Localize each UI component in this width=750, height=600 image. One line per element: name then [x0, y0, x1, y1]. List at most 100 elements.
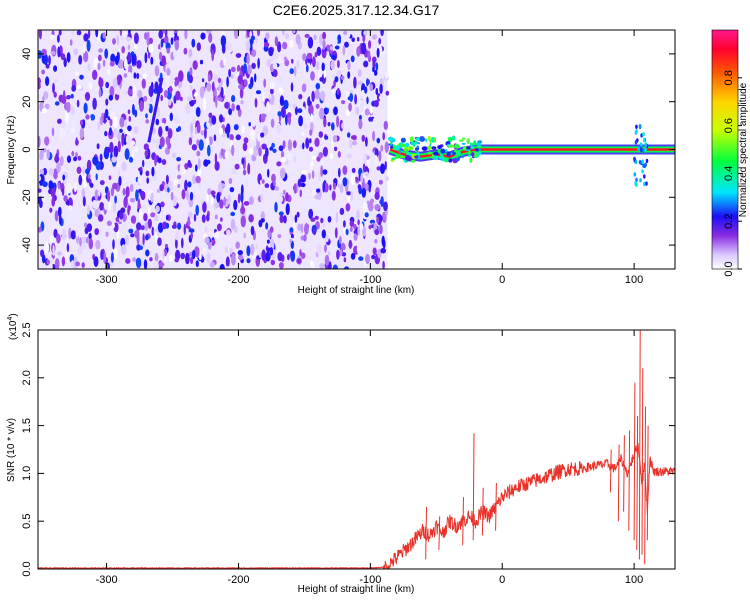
- y-tick-label: 2.0: [21, 370, 33, 385]
- heatmap-cell: [102, 59, 106, 67]
- heatmap-cell: [400, 137, 406, 143]
- heatmap-cell: [361, 187, 367, 198]
- x-tick-label: -100: [359, 274, 381, 286]
- spectrogram-y-axis-title: Frequency (Hz): [6, 116, 17, 185]
- heatmap-cell: [271, 142, 275, 148]
- heatmap-cell: [362, 35, 366, 43]
- heatmap-cell: [281, 30, 285, 36]
- snr-y-axis-title: SNR (10 * v/v): [6, 418, 17, 482]
- heatmap-cell: [374, 229, 380, 236]
- heatmap-cell: [398, 148, 401, 155]
- heatmap-cell: [243, 137, 249, 144]
- heatmap-cell: [229, 134, 234, 141]
- heatmap-cell: [380, 196, 384, 208]
- heatmap-cell: [342, 45, 346, 56]
- heatmap-cell: [336, 69, 342, 78]
- heatmap-cell: [634, 130, 638, 135]
- heatmap-cell: [71, 150, 75, 157]
- heatmap-cell: [115, 216, 120, 222]
- heatmap-cell: [321, 62, 325, 72]
- heatmap-cell: [276, 123, 282, 134]
- heatmap-cell: [97, 62, 101, 71]
- heatmap-cell: [61, 95, 67, 104]
- heatmap-cell: [639, 142, 643, 147]
- heatmap-cell: [385, 176, 390, 182]
- heatmap-cell: [334, 227, 338, 239]
- heatmap-cell: [233, 30, 239, 39]
- heatmap-cell: [231, 95, 236, 103]
- heatmap-cell: [371, 254, 376, 260]
- heatmap-cell: [160, 201, 165, 208]
- heatmap-cell: [308, 208, 314, 220]
- heatmap-cell: [268, 47, 274, 57]
- heatmap-cell: [255, 243, 258, 250]
- heatmap-cell: [324, 254, 330, 266]
- heatmap-cell: [105, 231, 109, 237]
- heatmap-cell: [87, 173, 91, 179]
- heatmap-cell: [346, 153, 352, 159]
- heatmap-cell: [414, 155, 419, 159]
- heatmap-cell: [177, 126, 182, 132]
- heatmap-cell: [296, 258, 302, 264]
- heatmap-cell: [233, 199, 238, 211]
- heatmap-cell: [194, 164, 198, 172]
- heatmap-cell: [213, 134, 217, 142]
- heatmap-cell: [368, 116, 373, 122]
- heatmap-cell: [235, 241, 240, 249]
- heatmap-cell: [159, 51, 163, 61]
- heatmap-cell: [226, 76, 229, 88]
- heatmap-cell: [354, 94, 357, 105]
- heatmap-cell: [217, 96, 224, 102]
- heatmap-cell: [384, 70, 389, 79]
- heatmap-cell: [156, 188, 161, 193]
- heatmap-cell: [331, 88, 336, 94]
- heatmap-cell: [41, 48, 47, 56]
- heatmap-cell: [394, 145, 400, 151]
- heatmap-cell: [145, 119, 150, 124]
- heatmap-cell: [174, 258, 179, 263]
- heatmap-cell: [168, 85, 173, 94]
- heatmap-cell: [194, 246, 200, 258]
- heatmap-cell: [374, 154, 378, 164]
- heatmap-cell: [255, 90, 262, 95]
- heatmap-cell: [312, 56, 316, 68]
- snr-spike: [641, 368, 644, 555]
- heatmap-cell: [154, 155, 157, 167]
- heatmap-cell: [79, 127, 85, 139]
- heatmap-cell: [311, 170, 315, 179]
- heatmap-cell: [269, 81, 275, 90]
- heatmap-cell: [69, 39, 73, 46]
- heatmap-cell: [262, 186, 267, 194]
- heatmap-cell: [277, 252, 283, 262]
- heatmap-cell: [125, 258, 131, 264]
- heatmap-cell: [459, 139, 464, 142]
- heatmap-cell: [161, 159, 167, 165]
- heatmap-cell: [471, 142, 478, 146]
- heatmap-cell: [41, 107, 48, 114]
- heatmap-cell: [476, 142, 481, 147]
- heatmap-cell: [378, 150, 382, 162]
- heatmap-cell: [192, 249, 196, 260]
- heatmap-cell: [418, 156, 421, 160]
- spectrogram-x-ticks: -300 -200 -100 0 100: [96, 30, 643, 286]
- heatmap-cell: [357, 184, 362, 190]
- heatmap-cell: [121, 46, 125, 54]
- heatmap-cell: [203, 98, 207, 111]
- heatmap-cell: [149, 257, 153, 262]
- heatmap-cell: [177, 184, 181, 188]
- heatmap-cell: [332, 264, 338, 269]
- heatmap-cell: [129, 197, 136, 203]
- heatmap-cell: [174, 114, 180, 125]
- heatmap-cell: [267, 123, 271, 131]
- heatmap-cell: [319, 77, 324, 82]
- heatmap-cell: [201, 78, 205, 83]
- heatmap-cell: [148, 43, 154, 54]
- heatmap-cell: [157, 237, 162, 247]
- heatmap-cell: [338, 37, 342, 43]
- heatmap-cell: [344, 266, 350, 269]
- heatmap-cell: [230, 218, 236, 230]
- colorbar-tick-label: 0.8: [723, 70, 735, 85]
- heatmap-cell: [138, 208, 143, 220]
- heatmap-cell: [272, 62, 278, 70]
- heatmap-cell: [107, 68, 111, 75]
